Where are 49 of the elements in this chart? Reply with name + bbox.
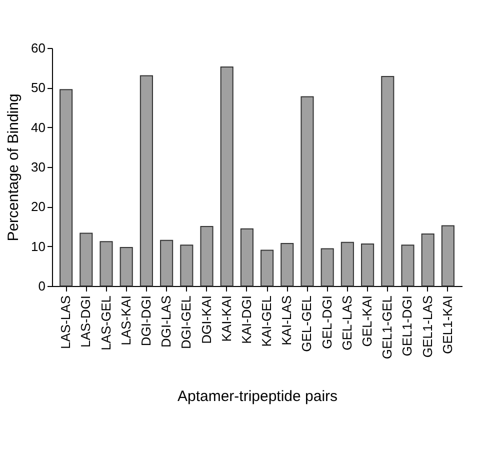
bar bbox=[401, 244, 414, 286]
x-tick-label: LAS-KAI bbox=[118, 296, 134, 346]
bar bbox=[200, 226, 214, 286]
bar bbox=[300, 96, 314, 286]
x-tick-label: GEL-GEL bbox=[299, 296, 314, 352]
bar bbox=[220, 66, 234, 286]
bar bbox=[361, 243, 374, 286]
x-tick-label: GEL-DGI bbox=[319, 296, 334, 349]
x-tick-label: KAI-LAS bbox=[279, 295, 294, 346]
x-tick-label: GEL1-DGI bbox=[400, 296, 415, 356]
bar bbox=[260, 250, 274, 286]
x-tick-label: KAI-DGI bbox=[238, 296, 254, 344]
x-tick-label: GEL1-GEL bbox=[380, 296, 395, 360]
y-tick-label: 40 bbox=[31, 120, 46, 135]
x-tick-label: GEL1-LAS bbox=[420, 295, 435, 358]
y-tick-label: 30 bbox=[31, 160, 46, 174]
x-axis-title: Aptamer-tripeptide pairs bbox=[177, 388, 338, 406]
y-tick-label: 60 bbox=[31, 40, 46, 56]
bar bbox=[280, 243, 294, 286]
x-tick-label: GEL-LAS bbox=[339, 295, 354, 350]
y-tick-label: 10 bbox=[31, 238, 46, 254]
y-tick-label: 0 bbox=[38, 278, 46, 294]
bar bbox=[381, 76, 394, 286]
bar bbox=[120, 247, 133, 286]
x-tick-label: DGI-LAS bbox=[158, 295, 174, 348]
bar bbox=[100, 241, 113, 286]
bar bbox=[421, 234, 434, 286]
bar bbox=[180, 244, 194, 286]
y-tick-label: 50 bbox=[31, 80, 46, 96]
x-tick-label: KAI-GEL bbox=[259, 296, 274, 347]
bar bbox=[140, 75, 153, 286]
y-axis-title: Percentage of Binding bbox=[5, 94, 22, 242]
x-tick-label: DGI-KAI bbox=[198, 296, 214, 344]
bar bbox=[80, 232, 93, 286]
bar bbox=[160, 240, 174, 286]
x-tick-label: LAS-DGI bbox=[78, 296, 94, 348]
x-tick-label: DGI-GEL bbox=[178, 296, 194, 349]
x-tick-label: LAS-GEL bbox=[98, 296, 114, 350]
x-tick-label: KAI-KAI bbox=[218, 296, 234, 342]
bar bbox=[441, 225, 454, 286]
x-tick-label: LAS-LAS bbox=[58, 295, 74, 349]
x-tick-label: GEL-KAI bbox=[360, 296, 375, 347]
bar bbox=[340, 242, 354, 286]
x-tick-label: DGI-DGI bbox=[138, 296, 154, 346]
x-tick-label: GEL1-KAI bbox=[440, 296, 455, 354]
bar bbox=[60, 89, 73, 286]
bar bbox=[320, 248, 334, 286]
bar bbox=[240, 228, 254, 286]
y-tick-label: 20 bbox=[31, 199, 46, 214]
